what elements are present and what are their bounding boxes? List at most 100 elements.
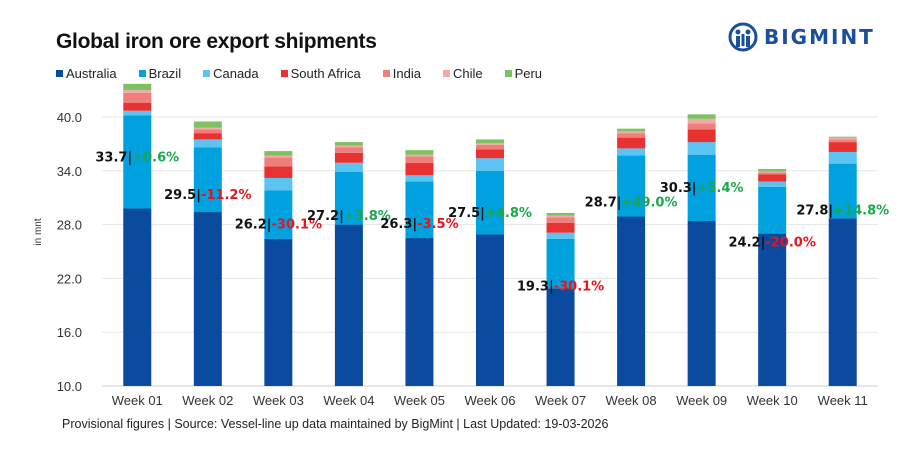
- bar-segment-south-africa: [123, 102, 152, 111]
- change-value: +5.4%: [697, 181, 744, 196]
- bar-segment-chile: [758, 171, 787, 173]
- legend-item: Brazil: [138, 66, 182, 81]
- bar-segment-chile: [687, 118, 716, 124]
- bar-segment-brazil: [546, 238, 575, 289]
- bar-segment-australia: [617, 216, 646, 386]
- bar-segment-india: [476, 144, 504, 150]
- legend-swatch: [382, 70, 390, 77]
- bar-segment-peru: [828, 136, 857, 138]
- change-value: -30.1%: [554, 280, 605, 295]
- total-value: 24.2|: [729, 236, 766, 251]
- total-value: 19.3|: [517, 280, 554, 295]
- bar-segment-brazil: [334, 171, 363, 225]
- x-tick-label: Week 03: [253, 393, 304, 408]
- data-label: 33.7|+0.6%: [95, 150, 179, 165]
- data-label: 28.7|+49.0%: [585, 195, 678, 210]
- bar-segment-canada: [687, 142, 716, 155]
- total-value: 27.5|: [448, 206, 485, 221]
- legend-swatch: [280, 70, 288, 77]
- x-tick-label: Week 07: [535, 393, 586, 408]
- bar-segment-brazil: [828, 163, 857, 219]
- legend-item: South Africa: [280, 66, 361, 81]
- data-label: 27.2|+3.8%: [307, 209, 391, 224]
- y-tick-label: 28.0: [57, 218, 82, 233]
- total-value: 33.7|: [95, 150, 132, 165]
- bar-segment-canada: [758, 181, 787, 187]
- bar-segment-canada: [264, 177, 293, 191]
- bar-segment-australia: [828, 218, 857, 386]
- y-axis-label: in mnt: [33, 218, 44, 245]
- bar-segment-south-africa: [546, 222, 575, 233]
- x-tick-label: Week 06: [464, 393, 515, 408]
- x-tick-label: Week 01: [112, 393, 163, 408]
- y-tick-label: 34.0: [57, 164, 82, 179]
- total-value: 26.2|: [235, 218, 272, 233]
- bar-segment-canada: [617, 148, 646, 156]
- bar-segment-chile: [123, 90, 152, 93]
- x-tick-label: Week 08: [606, 393, 657, 408]
- bar-segment-peru: [193, 121, 222, 128]
- bar-segment-india: [617, 133, 646, 138]
- bar-segment-chile: [264, 155, 293, 158]
- bar-segment-south-africa: [617, 137, 646, 149]
- bar-segment-canada: [476, 158, 504, 171]
- bar-segment-south-africa: [687, 129, 716, 143]
- x-tick-label: Week 11: [818, 393, 868, 408]
- bar-segment-india: [264, 157, 293, 167]
- logo-text: BIGMINT: [764, 25, 875, 49]
- bar-segment-chile: [193, 127, 222, 130]
- legend-swatch: [504, 70, 512, 77]
- change-value: +49.0%: [622, 195, 678, 210]
- data-label: 27.8|+14.8%: [796, 203, 889, 218]
- legend-item: Chile: [442, 66, 483, 81]
- legend-label: Chile: [452, 66, 483, 81]
- bar-segment-peru: [546, 212, 575, 216]
- change-value: +0.6%: [132, 150, 179, 165]
- bar-segment-peru: [758, 169, 787, 172]
- y-tick-label: 22.0: [57, 271, 82, 286]
- legend-swatch: [203, 70, 211, 77]
- bar-segment-brazil: [123, 115, 152, 209]
- bar-segment-chile: [476, 143, 504, 145]
- change-value: -30.1%: [272, 218, 323, 233]
- chart-title: Global iron ore export shipments: [56, 30, 377, 53]
- x-tick-label: Week 02: [182, 393, 233, 408]
- change-value: -20.0%: [765, 236, 816, 251]
- legend-label: Canada: [213, 66, 259, 81]
- change-value: +4.8%: [485, 206, 532, 221]
- bar-segment-brazil: [405, 181, 434, 239]
- y-tick-label: 40.0: [57, 110, 82, 125]
- x-tick-label: Week 09: [676, 393, 727, 408]
- bar-segment-australia: [123, 208, 152, 386]
- legend-label: Brazil: [148, 66, 182, 81]
- bar-segment-peru: [687, 114, 716, 119]
- x-tick-label: Week 04: [323, 393, 374, 408]
- change-value: +3.8%: [344, 209, 391, 224]
- bar-segment-canada: [405, 175, 434, 182]
- bar-segment-south-africa: [476, 149, 504, 159]
- data-label: 30.3|+5.4%: [660, 181, 744, 196]
- legend-label: Peru: [514, 66, 543, 81]
- y-tick-label: 16.0: [57, 325, 82, 340]
- legend-swatch: [442, 70, 450, 77]
- bar-segment-india: [687, 123, 716, 130]
- bar-segment-india: [193, 129, 222, 134]
- legend-item: Australia: [56, 66, 117, 81]
- bar-segment-peru: [264, 151, 293, 156]
- data-label: 27.5|+4.8%: [448, 206, 532, 221]
- bar-segment-australia: [758, 233, 787, 386]
- bar-segment-brazil: [476, 170, 504, 235]
- legend-item: Peru: [504, 66, 543, 81]
- bar-segment-chile: [405, 154, 434, 157]
- total-value: 27.2|: [307, 209, 344, 224]
- bar-segment-australia: [334, 224, 363, 386]
- change-value: -3.5%: [417, 217, 458, 232]
- total-value: 28.7|: [585, 195, 622, 210]
- bar-segment-canada: [193, 139, 222, 148]
- bar-segment-india: [123, 92, 152, 103]
- data-label: 26.2|-30.1%: [235, 218, 322, 233]
- bar-segment-australia: [476, 234, 504, 386]
- bar-segment-peru: [334, 142, 363, 146]
- bar-segment-brazil: [758, 186, 787, 234]
